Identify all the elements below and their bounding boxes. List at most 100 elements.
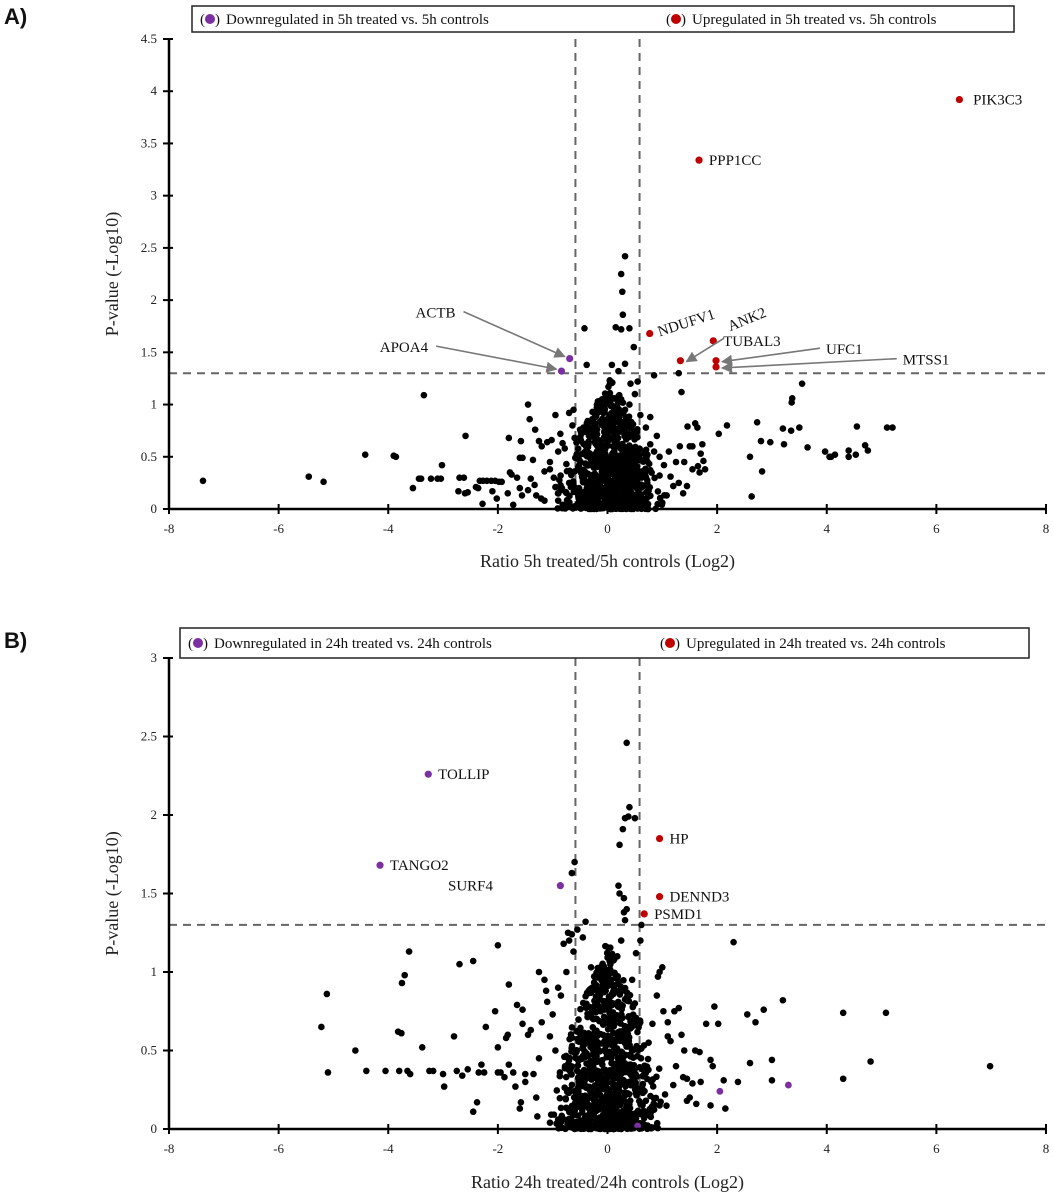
data-point <box>392 453 400 461</box>
gene-label-tollip: TOLLIP <box>438 767 489 783</box>
data-point <box>620 976 627 984</box>
data-point <box>561 1084 568 1091</box>
data-point <box>639 1080 647 1088</box>
data-point <box>641 456 649 464</box>
data-point <box>535 1055 543 1062</box>
legend-entry-up: Upregulated in 24h treated vs. 24h contr… <box>686 636 946 652</box>
data-point <box>694 462 702 470</box>
data-point <box>748 493 755 500</box>
data-point <box>594 1075 601 1083</box>
x-tick-label: -4 <box>383 1141 394 1156</box>
x-tick-label: 6 <box>933 521 940 536</box>
data-point <box>615 367 622 375</box>
data-point <box>610 957 617 964</box>
data-point <box>552 1047 559 1054</box>
data-point <box>541 497 548 504</box>
data-point <box>554 1116 562 1123</box>
data-point <box>554 490 562 497</box>
data-point <box>583 361 590 369</box>
data-point <box>779 425 787 432</box>
data-point <box>768 1077 776 1084</box>
data-point <box>604 474 612 482</box>
data-point <box>563 489 570 497</box>
legend-marker-up <box>671 14 681 24</box>
data-point <box>743 1011 751 1018</box>
data-point <box>659 963 666 971</box>
data-point <box>557 430 564 438</box>
data-point <box>395 1067 403 1075</box>
data-point <box>579 934 587 941</box>
data-point <box>659 499 666 507</box>
legend-entry-up: Upregulated in 5h treated vs. 5h control… <box>692 12 937 28</box>
data-point <box>614 953 621 960</box>
x-tick-label: -6 <box>273 1141 284 1156</box>
data-point <box>582 447 589 455</box>
data-point <box>650 1095 658 1102</box>
x-tick-label: 2 <box>714 521 721 536</box>
data-point <box>711 1003 718 1010</box>
data-point <box>608 1100 615 1107</box>
data-point <box>853 423 861 430</box>
gene-label-mtss1: MTSS1 <box>903 353 950 369</box>
data-point <box>650 448 658 455</box>
data-point <box>631 1066 639 1073</box>
data-point <box>526 415 533 423</box>
data-point <box>632 451 639 458</box>
data-point <box>620 894 628 902</box>
data-point <box>588 1005 595 1013</box>
data-point <box>882 1009 890 1017</box>
data-point <box>582 1038 589 1046</box>
data-point <box>746 453 754 461</box>
data-point <box>600 408 607 415</box>
data-point <box>617 1036 625 1044</box>
data-point <box>642 1097 650 1105</box>
data-point <box>631 1081 638 1088</box>
data-point <box>562 1095 570 1103</box>
data-point <box>417 475 425 483</box>
data-point <box>679 490 687 497</box>
data-point <box>625 414 632 422</box>
data-point <box>607 491 614 499</box>
gene-point-dennd3 <box>655 893 664 901</box>
data-point <box>598 445 606 452</box>
data-point <box>632 949 640 957</box>
data-point <box>709 1062 717 1070</box>
data-point <box>633 1089 641 1097</box>
data-point <box>622 1091 629 1099</box>
data-point <box>627 380 634 387</box>
gene-label-surf4: SURF4 <box>448 879 494 895</box>
data-point <box>636 1063 644 1071</box>
data-point <box>524 486 532 494</box>
data-point <box>603 1069 611 1076</box>
gene-point-surf4 <box>556 882 564 890</box>
data-point <box>621 498 629 506</box>
data-point <box>660 461 668 469</box>
data-point <box>623 1080 630 1088</box>
gene-label-pik3c3: PIK3C3 <box>973 93 1022 109</box>
data-point <box>576 426 584 433</box>
data-point <box>676 443 684 450</box>
data-point <box>831 451 839 458</box>
y-tick-label: 3 <box>151 650 158 665</box>
data-point <box>723 422 731 429</box>
data-point <box>594 1099 602 1106</box>
x-tick-label: 8 <box>1043 521 1050 536</box>
data-point <box>609 443 617 450</box>
data-point <box>589 471 597 479</box>
legend-entry-down: Downregulated in 24h treated vs. 24h con… <box>214 636 492 652</box>
data-point <box>427 475 435 483</box>
legend-paren-open: ( <box>660 636 665 652</box>
data-point <box>766 438 774 446</box>
data-point <box>550 474 558 481</box>
gene-point-psmd1 <box>640 910 648 918</box>
y-tick-label: 4.5 <box>141 31 157 46</box>
x-tick-label: 8 <box>1043 1141 1050 1156</box>
data-point <box>622 1068 630 1076</box>
data-point <box>644 1122 652 1129</box>
data-point <box>542 987 550 995</box>
data-point <box>604 944 612 951</box>
data-point <box>571 434 578 442</box>
data-point <box>720 1077 728 1084</box>
data-point <box>577 1005 584 1013</box>
data-point <box>683 482 691 490</box>
